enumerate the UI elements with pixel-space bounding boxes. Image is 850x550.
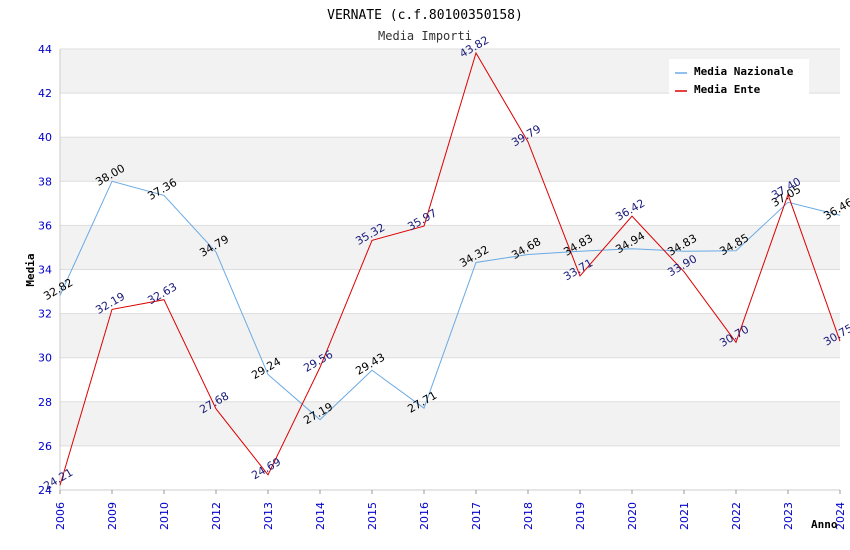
y-tick-label: 40 xyxy=(38,131,52,144)
x-tick-label: 2024 xyxy=(834,502,847,530)
background-band xyxy=(60,401,840,446)
background-band xyxy=(60,137,840,182)
x-tick-label: 2013 xyxy=(262,502,275,530)
series-group xyxy=(59,51,841,486)
x-tick-label: 2014 xyxy=(314,502,327,530)
y-axis-label: Media xyxy=(24,253,37,286)
series-line-media-ente xyxy=(59,51,841,486)
y-tick-label: 28 xyxy=(38,396,52,409)
x-tick-label: 2020 xyxy=(626,502,639,530)
y-tick-label: 36 xyxy=(38,219,52,232)
y-tick-label: 26 xyxy=(38,440,52,453)
data-label: 36.46 xyxy=(821,196,850,223)
data-label: 29.24 xyxy=(249,355,283,382)
y-tick-label: 38 xyxy=(38,175,52,188)
x-tick-label: 2022 xyxy=(730,502,743,530)
x-tick-label: 2023 xyxy=(782,502,795,530)
data-label: 36.42 xyxy=(613,197,647,224)
x-tick-label: 2009 xyxy=(106,502,119,530)
legend-label-media-nazionale: Media Nazionale xyxy=(694,65,794,78)
x-tick-label: 2018 xyxy=(522,502,535,530)
background-band xyxy=(60,225,840,270)
x-tick-label: 2021 xyxy=(678,502,691,530)
x-tick-label: 2015 xyxy=(366,502,379,530)
grid-lines xyxy=(60,48,840,491)
y-tick-label: 24 xyxy=(38,484,52,497)
x-tick-label: 2017 xyxy=(470,502,483,530)
y-tick-label: 34 xyxy=(38,264,52,277)
y-tick-label: 32 xyxy=(38,308,52,321)
x-tick-label: 2019 xyxy=(574,502,587,530)
data-label: 32.63 xyxy=(145,280,179,307)
x-tick-label: 2012 xyxy=(210,502,223,530)
chart-title: VERNATE (c.f.80100350158) xyxy=(327,8,523,23)
legend-box xyxy=(669,59,809,97)
y-tick-label: 42 xyxy=(38,87,52,100)
x-tick-label: 2006 xyxy=(54,502,67,530)
x-tick-label: 2016 xyxy=(418,502,431,530)
data-label: 32.19 xyxy=(93,290,127,317)
legend-label-media-ente: Media Ente xyxy=(694,83,761,96)
series-line-media-nazionale xyxy=(59,180,841,421)
legend: Media Nazionale Media Ente xyxy=(669,59,809,97)
x-axis-label: Anno xyxy=(811,518,838,531)
data-label: 32.82 xyxy=(41,276,75,303)
chart-subtitle: Media Importi xyxy=(378,29,472,43)
y-tick-label: 44 xyxy=(38,43,52,56)
y-tick-label: 30 xyxy=(38,352,52,365)
data-label: 24.21 xyxy=(41,466,75,493)
axes: 24 26 28 30 32 34 36 38 40 42 44 2006 2009 2010 2012 20… xyxy=(38,43,847,530)
x-tick-label: 2010 xyxy=(158,502,171,530)
data-label: 24.69 xyxy=(249,455,283,482)
